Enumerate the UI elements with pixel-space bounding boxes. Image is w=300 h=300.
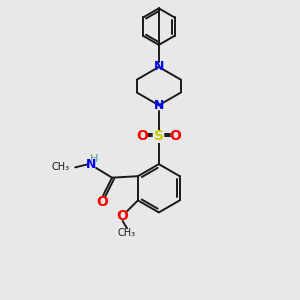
Text: O: O [117, 209, 129, 223]
Text: S: S [154, 129, 164, 143]
Text: H: H [90, 154, 98, 164]
Text: O: O [169, 129, 181, 143]
Text: N: N [86, 158, 97, 171]
Text: CH₃: CH₃ [51, 162, 69, 172]
Text: N: N [154, 99, 164, 112]
Bar [152, 130, 165, 142]
Text: O: O [96, 195, 108, 209]
Text: CH₃: CH₃ [118, 228, 136, 238]
Text: O: O [137, 129, 148, 143]
Text: N: N [154, 61, 164, 74]
